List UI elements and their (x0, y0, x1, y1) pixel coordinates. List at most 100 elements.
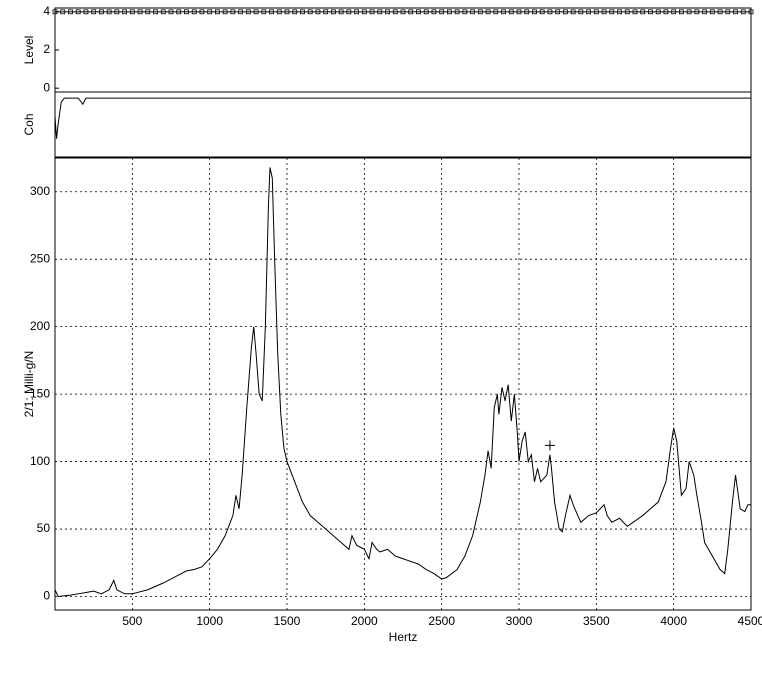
y-tick-label: 50 (37, 521, 51, 535)
x-tick-label: 500 (122, 614, 142, 628)
data-marker (284, 9, 290, 15)
data-marker (300, 9, 305, 15)
data-marker (160, 9, 166, 15)
data-marker (361, 9, 367, 15)
data-marker (416, 9, 421, 15)
data-marker (431, 9, 437, 15)
data-marker (253, 9, 259, 15)
data-marker (75, 9, 81, 15)
data-marker (547, 9, 553, 15)
data-marker (238, 9, 244, 15)
data-marker (222, 9, 228, 15)
x-tick-label: 3500 (583, 614, 610, 628)
data-marker (129, 9, 135, 15)
data-marker (593, 9, 599, 15)
data-marker (555, 9, 561, 15)
x-tick-label: 2000 (351, 614, 378, 628)
data-marker (106, 9, 112, 15)
data-marker (323, 9, 329, 15)
y-tick-label: 0 (43, 80, 50, 94)
data-marker (369, 9, 375, 15)
data-marker (563, 9, 568, 15)
data-marker (624, 9, 630, 15)
data-marker (501, 9, 506, 15)
data-marker (717, 9, 723, 15)
data-marker (671, 9, 677, 15)
data-marker (508, 9, 514, 15)
y-tick-label: 200 (30, 319, 50, 333)
data-marker (153, 9, 158, 15)
data-marker (176, 9, 182, 15)
data-marker (694, 9, 700, 15)
data-marker (68, 9, 73, 15)
data-marker (586, 9, 591, 15)
data-marker (454, 9, 460, 15)
data-marker (648, 9, 653, 15)
y-tick-label: 2 (43, 42, 50, 56)
y-tick-label: 0 (43, 589, 50, 603)
data-marker (292, 9, 298, 15)
data-marker (385, 9, 390, 15)
x-tick-label: 1000 (196, 614, 223, 628)
x-axis-label: Hertz (389, 630, 418, 644)
x-tick-label: 2500 (428, 614, 455, 628)
data-marker (485, 9, 491, 15)
data-line (54, 167, 751, 598)
y-tick-label: 150 (30, 386, 50, 400)
data-marker (207, 9, 213, 15)
data-marker (516, 9, 522, 15)
data-marker (60, 9, 66, 15)
data-marker (640, 9, 646, 15)
data-marker (686, 9, 692, 15)
cursor-marker (544, 440, 555, 451)
x-tick-label: 3000 (506, 614, 533, 628)
y-axis-label: Coh (22, 113, 36, 135)
data-marker (346, 9, 352, 15)
data-marker (733, 9, 738, 15)
data-marker (261, 9, 267, 15)
data-marker (408, 9, 414, 15)
x-tick-label: 4000 (660, 614, 687, 628)
data-marker (276, 9, 282, 15)
data-marker (354, 9, 360, 15)
y-tick-label: 100 (30, 454, 50, 468)
data-marker (439, 9, 445, 15)
data-marker (663, 9, 669, 15)
data-marker (655, 9, 661, 15)
data-marker (539, 9, 545, 15)
data-marker (99, 9, 104, 15)
data-marker (400, 9, 406, 15)
data-marker (315, 9, 321, 15)
data-marker (145, 9, 151, 15)
data-marker (609, 9, 615, 15)
data-marker (307, 9, 313, 15)
data-marker (423, 9, 429, 15)
data-marker (601, 9, 607, 15)
y-tick-label: 300 (30, 184, 50, 198)
plot-frame (54, 91, 752, 158)
data-marker (191, 9, 197, 15)
data-marker (725, 9, 731, 15)
y-axis-label: Level (22, 36, 36, 65)
data-marker (493, 9, 499, 15)
data-marker (570, 9, 576, 15)
data-marker (245, 9, 251, 15)
data-marker (168, 9, 174, 15)
data-marker (114, 9, 120, 15)
plot-frame (54, 157, 752, 611)
data-marker (184, 9, 189, 15)
data-marker (462, 9, 468, 15)
data-marker (748, 9, 754, 15)
y-tick-label: 250 (30, 251, 50, 265)
data-marker (632, 9, 638, 15)
data-marker (446, 9, 452, 15)
data-marker (470, 9, 476, 15)
data-marker (377, 9, 383, 15)
data-marker (122, 9, 127, 15)
data-marker (214, 9, 220, 15)
x-tick-label: 4500 (738, 614, 762, 628)
data-marker (532, 9, 537, 15)
data-marker (269, 9, 274, 15)
data-marker (338, 9, 344, 15)
